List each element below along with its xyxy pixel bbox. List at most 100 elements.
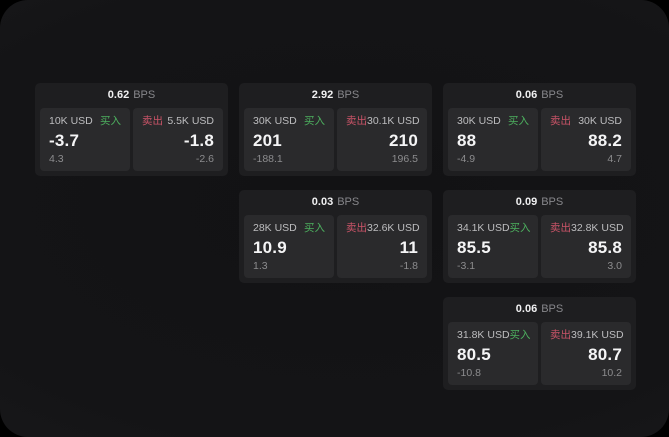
quote-card: 0.06 BPS 31.8K USD 买入 80.5 -10.8 卖 xyxy=(443,297,636,390)
sell-delta: -2.6 xyxy=(195,152,214,165)
buy-amount: 31.8K USD xyxy=(457,329,510,341)
sell-panel[interactable]: 卖出 30.1K USD 210 196.5 xyxy=(337,108,427,171)
buy-price: -3.7 xyxy=(49,130,80,150)
bps-unit-label: BPS xyxy=(541,89,564,101)
bps-header: 0.62 BPS xyxy=(35,83,228,108)
sell-amount: 32.8K USD xyxy=(571,222,624,234)
quote-card-body: 30K USD 买入 88 -4.9 卖出 30K USD 88.2 4.7 xyxy=(443,108,636,176)
buy-panel[interactable]: 28K USD 买入 10.9 1.3 xyxy=(244,215,334,278)
buy-panel[interactable]: 31.8K USD 买入 80.5 -10.8 xyxy=(448,322,538,385)
buy-delta: -4.9 xyxy=(457,152,476,165)
bps-header: 0.06 BPS xyxy=(443,83,636,108)
bps-header: 0.03 BPS xyxy=(239,190,432,215)
buy-panel[interactable]: 34.1K USD 买入 85.5 -3.1 xyxy=(448,215,538,278)
buy-price: 80.5 xyxy=(457,344,491,364)
sell-label: 卖出 xyxy=(550,222,571,234)
buy-label: 买入 xyxy=(509,329,531,341)
bps-header: 2.92 BPS xyxy=(239,83,432,108)
bps-unit-label: BPS xyxy=(133,89,156,101)
sell-delta: 4.7 xyxy=(607,152,622,165)
sell-amount: 30K USD xyxy=(578,115,622,127)
buy-label: 买入 xyxy=(304,222,325,234)
sell-panel-top: 卖出 39.1K USD xyxy=(550,329,624,341)
buy-price: 10.9 xyxy=(253,237,287,257)
buy-label: 买入 xyxy=(100,115,121,127)
sell-price: -1.8 xyxy=(183,130,214,150)
sell-label: 卖出 xyxy=(346,115,367,127)
sell-panel[interactable]: 卖出 32.8K USD 85.8 3.0 xyxy=(541,215,631,278)
sell-price: 210 xyxy=(389,130,418,150)
sell-delta: 3.0 xyxy=(607,259,622,272)
sell-panel-top: 卖出 32.8K USD xyxy=(550,222,624,234)
sell-panel-top: 卖出 30K USD xyxy=(550,116,622,127)
buy-panel-top: 30K USD 买入 xyxy=(253,116,325,127)
bps-value: 0.62 xyxy=(107,89,130,101)
quote-card-body: 31.8K USD 买入 80.5 -10.8 卖出 39.1K USD 80.… xyxy=(443,322,636,390)
sell-price: 85.8 xyxy=(588,237,622,257)
buy-label: 买入 xyxy=(508,115,529,127)
buy-delta: -188.1 xyxy=(253,152,283,165)
buy-amount: 28K USD xyxy=(253,222,297,234)
sell-panel[interactable]: 卖出 32.6K USD 11 -1.8 xyxy=(337,215,427,278)
bps-unit-label: BPS xyxy=(337,196,360,208)
buy-amount: 30K USD xyxy=(253,115,297,127)
sell-price: 11 xyxy=(399,237,418,257)
bps-unit-label: BPS xyxy=(541,303,564,315)
buy-amount: 10K USD xyxy=(49,115,93,127)
bps-header: 0.09 BPS xyxy=(443,190,636,215)
sell-panel[interactable]: 卖出 39.1K USD 80.7 10.2 xyxy=(541,322,631,385)
sell-panel-top: 卖出 30.1K USD xyxy=(346,115,420,127)
buy-panel-top: 30K USD 买入 xyxy=(457,116,529,127)
bps-value: 2.92 xyxy=(311,89,334,101)
quote-card: 0.09 BPS 34.1K USD 买入 85.5 -3.1 卖出 xyxy=(443,190,636,283)
quote-card-body: 28K USD 买入 10.9 1.3 卖出 32.6K USD 11 -1.8 xyxy=(239,215,432,283)
buy-panel[interactable]: 30K USD 买入 88 -4.9 xyxy=(448,108,538,171)
buy-label: 买入 xyxy=(304,115,325,127)
sell-label: 卖出 xyxy=(550,115,571,127)
quote-card: 0.03 BPS 28K USD 买入 10.9 1.3 卖出 xyxy=(239,190,432,283)
buy-price: 85.5 xyxy=(457,237,491,257)
quote-card-grid: 0.62 BPS 10K USD 买入 -3.7 4.3 卖出 xyxy=(35,83,636,390)
sell-label: 卖出 xyxy=(346,222,367,234)
sell-amount: 30.1K USD xyxy=(367,115,420,127)
buy-amount: 30K USD xyxy=(457,115,501,127)
sell-delta: 10.2 xyxy=(601,366,622,379)
sell-amount: 39.1K USD xyxy=(571,329,624,341)
sell-panel-top: 卖出 32.6K USD xyxy=(346,222,420,234)
sell-label: 卖出 xyxy=(142,115,163,127)
buy-delta: 4.3 xyxy=(49,152,64,165)
sell-delta: 196.5 xyxy=(391,152,418,165)
bps-unit-label: BPS xyxy=(541,196,564,208)
buy-panel-top: 28K USD 买入 xyxy=(253,223,325,234)
quote-card-body: 30K USD 买入 201 -188.1 卖出 30.1K USD 210 1… xyxy=(239,108,432,176)
sell-panel-top: 卖出 5.5K USD xyxy=(142,116,214,127)
buy-panel-top: 31.8K USD 买入 xyxy=(457,329,531,341)
sell-price: 80.7 xyxy=(588,344,622,364)
buy-label: 买入 xyxy=(509,222,531,234)
sell-panel[interactable]: 卖出 5.5K USD -1.8 -2.6 xyxy=(133,108,223,171)
quote-card: 0.06 BPS 30K USD 买入 88 -4.9 卖出 xyxy=(443,83,636,176)
bps-unit-label: BPS xyxy=(337,89,360,101)
sell-amount: 32.6K USD xyxy=(367,222,420,234)
bps-value: 0.03 xyxy=(311,196,334,208)
sell-panel[interactable]: 卖出 30K USD 88.2 4.7 xyxy=(541,108,631,171)
buy-price: 201 xyxy=(253,130,282,150)
bps-header: 0.06 BPS xyxy=(443,297,636,322)
bps-value: 0.06 xyxy=(515,89,538,101)
buy-panel-top: 10K USD 买入 xyxy=(49,116,121,127)
quote-card: 0.62 BPS 10K USD 买入 -3.7 4.3 卖出 xyxy=(35,83,228,176)
buy-panel[interactable]: 10K USD 买入 -3.7 4.3 xyxy=(40,108,130,171)
buy-panel[interactable]: 30K USD 买入 201 -188.1 xyxy=(244,108,334,171)
sell-price: 88.2 xyxy=(588,130,622,150)
buy-price: 88 xyxy=(457,130,477,150)
buy-delta: 1.3 xyxy=(253,259,268,272)
quote-card-body: 34.1K USD 买入 85.5 -3.1 卖出 32.8K USD 85.8… xyxy=(443,215,636,283)
sell-amount: 5.5K USD xyxy=(167,115,214,127)
buy-delta: -10.8 xyxy=(457,366,481,379)
bps-value: 0.06 xyxy=(515,303,538,315)
buy-delta: -3.1 xyxy=(457,259,476,272)
sell-delta: -1.8 xyxy=(399,259,418,272)
quote-card-body: 10K USD 买入 -3.7 4.3 卖出 5.5K USD -1.8 -2.… xyxy=(35,108,228,176)
